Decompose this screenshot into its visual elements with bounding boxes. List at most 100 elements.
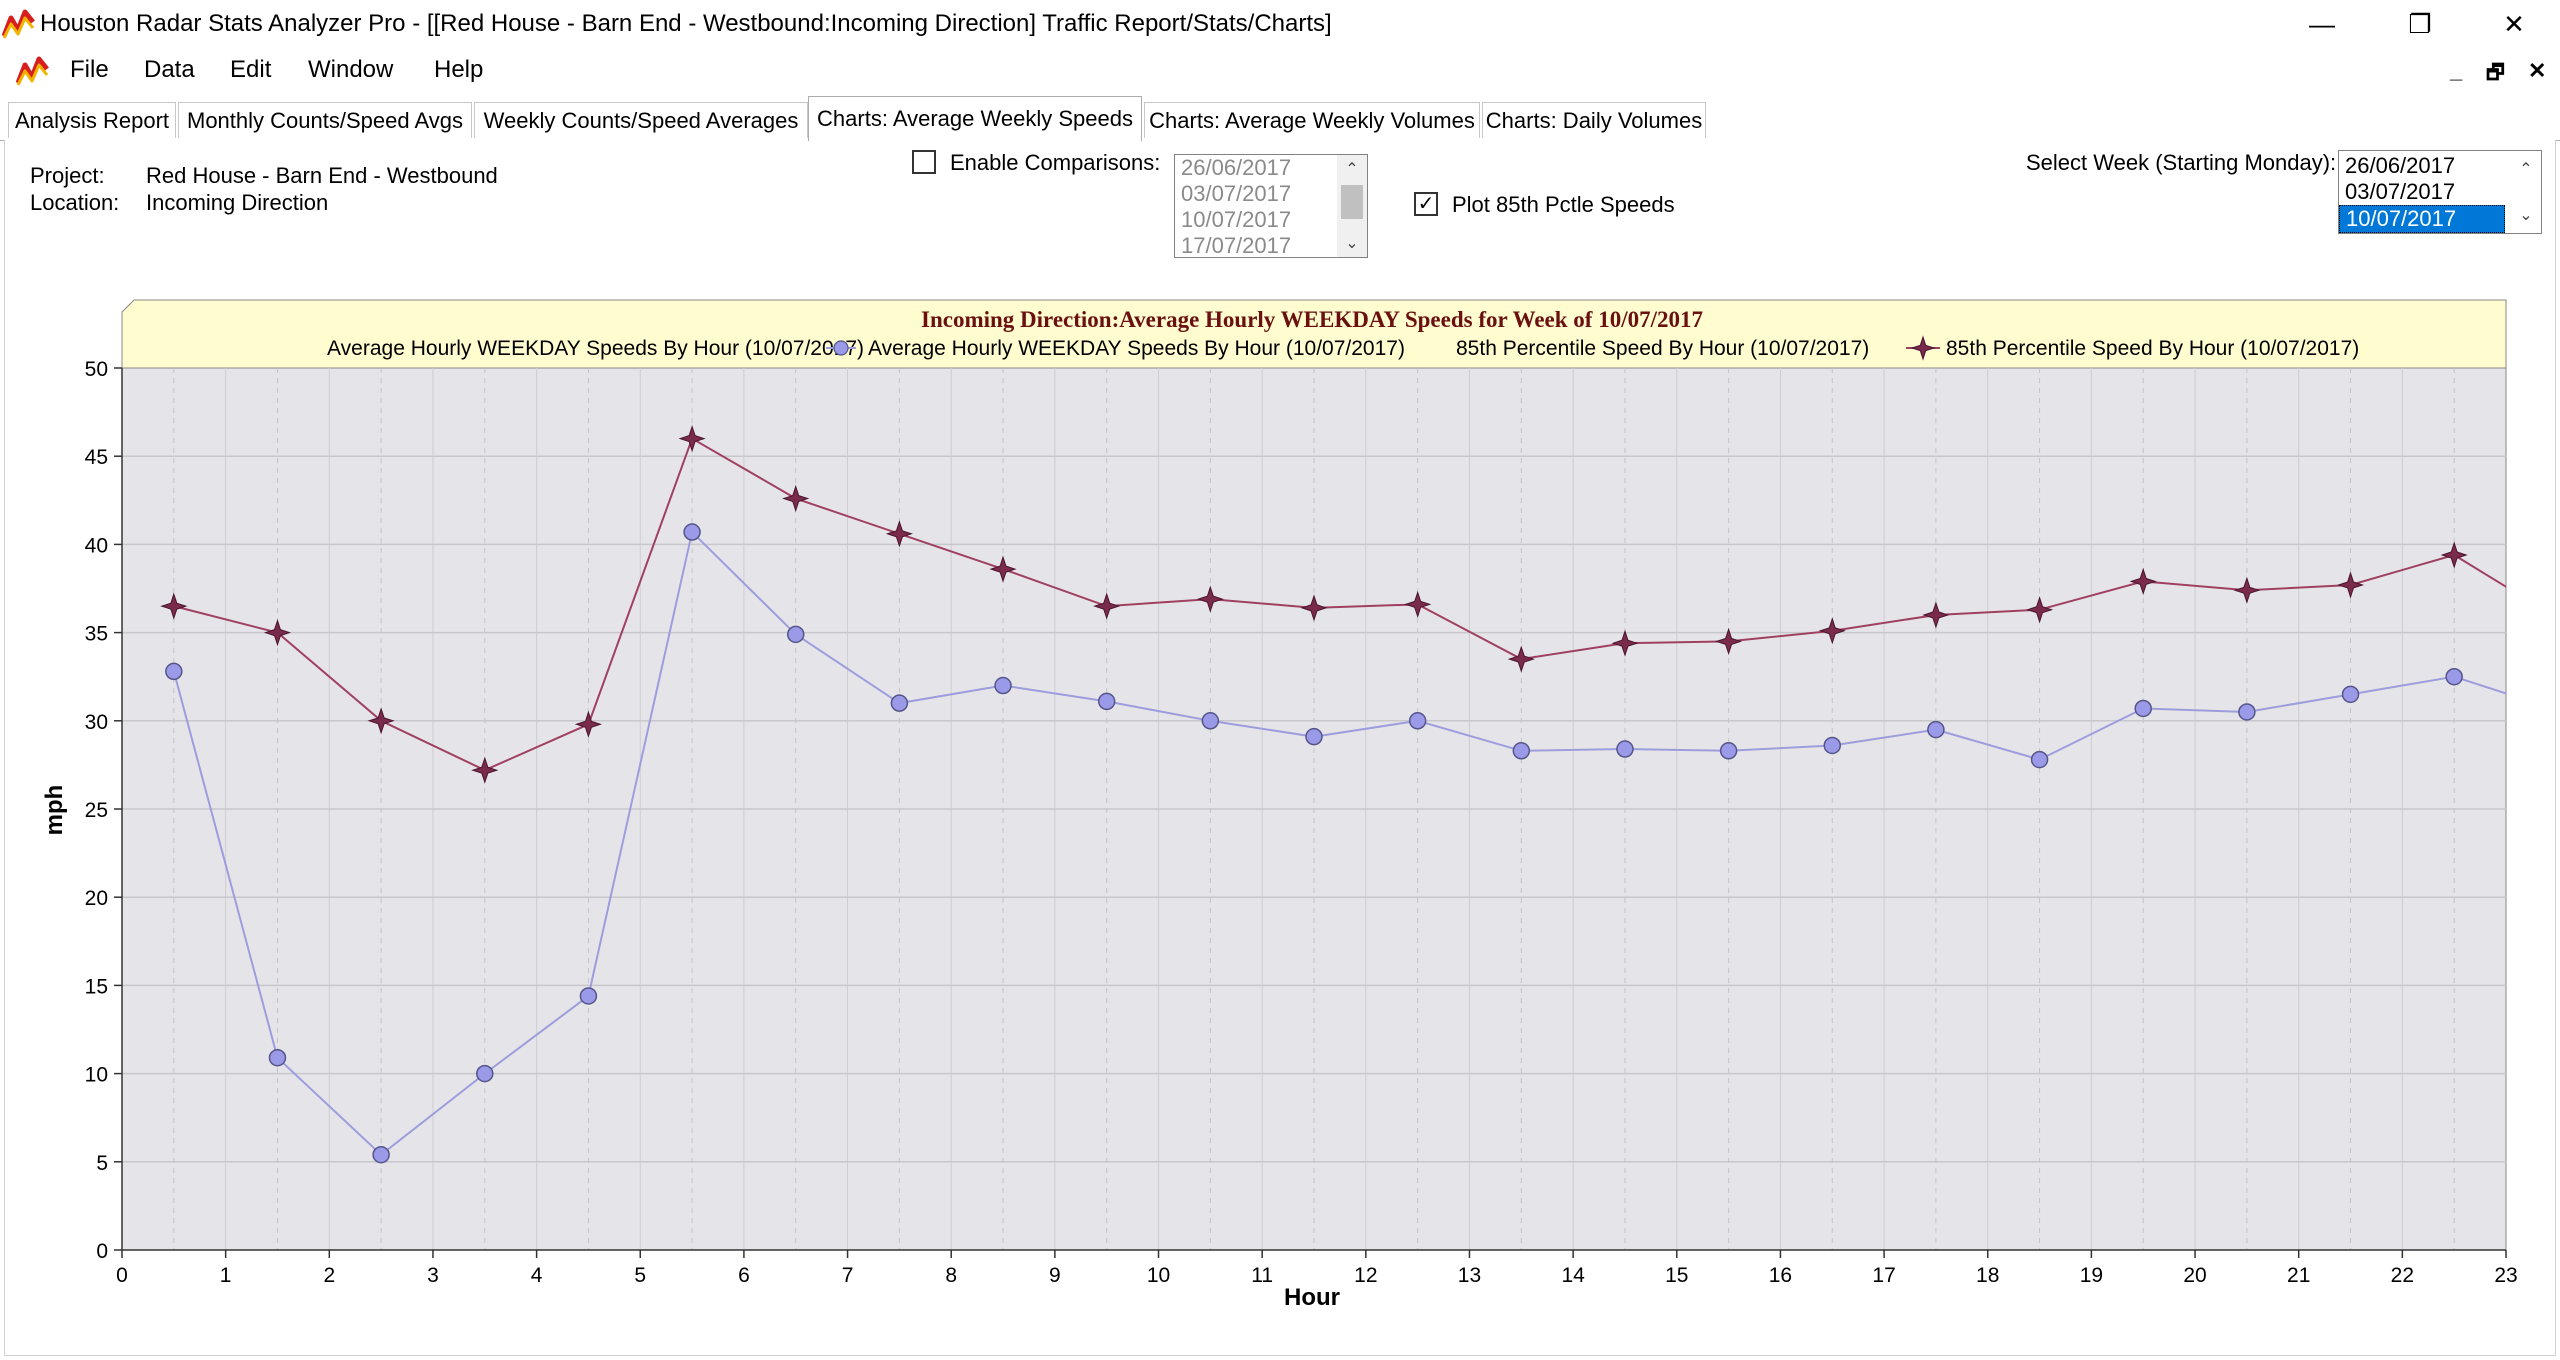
mdi-app-icon[interactable] <box>16 55 50 87</box>
y-tick-label: 40 <box>85 534 108 557</box>
avg-speed-point <box>2341 685 2360 704</box>
tab-analysis-report[interactable]: Analysis Report <box>8 102 176 138</box>
p85-speed-point <box>2025 596 2054 624</box>
y-tick-label: 35 <box>85 623 108 646</box>
legend-text: 85th Percentile Speed By Hour (10/07/201… <box>1456 337 1869 360</box>
plot-85th-checkbox[interactable]: ✓ <box>1414 192 1438 216</box>
scroll-up-icon[interactable]: ⌃ <box>2519 161 2533 178</box>
avg-speed-point <box>1408 712 1427 730</box>
chart-legend: Average Hourly WEEKDAY Speeds By Hour (1… <box>327 335 2359 361</box>
x-tick-label: 23 <box>2494 1264 2517 1287</box>
y-tick-label: 5 <box>96 1152 108 1175</box>
p85-speed-point <box>1404 590 1432 619</box>
minimize-button[interactable]: — <box>2276 0 2368 48</box>
legend-p85-marker <box>1910 335 1936 361</box>
x-axis-label: Hour <box>1284 1284 1340 1311</box>
y-tick-label: 0 <box>96 1240 108 1263</box>
x-tick-label: 8 <box>945 1264 957 1287</box>
location-value: Incoming Direction <box>146 190 329 215</box>
p85-speed-point <box>1196 585 1224 613</box>
x-tick-label: 18 <box>1976 1264 1999 1287</box>
x-tick-label: 19 <box>2080 1264 2103 1287</box>
title-bar: Houston Radar Stats Analyzer Pro - [[Red… <box>0 0 2560 50</box>
mdi-close-button[interactable]: ✕ <box>2528 58 2547 83</box>
legend-avg-marker <box>833 340 849 356</box>
comparison-week-item: 03/07/2017 <box>1181 181 1292 206</box>
comparison-week-item: 17/07/2017 <box>1181 233 1292 258</box>
chart-title: Incoming Direction:Average Hourly WEEKDA… <box>921 307 1703 332</box>
x-tick-label: 20 <box>2183 1264 2206 1287</box>
x-tick-label: 9 <box>1049 1264 1061 1287</box>
scroll-down-icon[interactable]: ⌄ <box>2519 207 2533 224</box>
menu-help[interactable]: Help <box>434 56 484 83</box>
avg-speed-line <box>172 530 2506 1157</box>
avg-speed-point <box>1719 742 1738 760</box>
scroll-thumb <box>1341 185 1363 219</box>
avg-speed-point <box>1305 727 1323 746</box>
p85-speed-point <box>1818 617 1846 645</box>
p85-speed-line <box>173 437 2506 772</box>
restore-button[interactable]: ❐ <box>2374 0 2466 48</box>
grid-lines <box>122 368 2506 1250</box>
p85-speed-point <box>471 756 499 784</box>
tab-average-weekly-volumes[interactable]: Charts: Average Weekly Volumes <box>1144 102 1480 138</box>
menu-window[interactable]: Window <box>308 56 394 83</box>
avg-speed-point <box>1512 742 1531 760</box>
scroll-down-icon: ⌄ <box>1345 235 1359 252</box>
restore-icon: ❐ <box>2408 8 2432 39</box>
p85-speed-point <box>263 618 292 647</box>
x-tick-label: 1 <box>220 1264 232 1287</box>
mdi-restore-button[interactable]: 🗗 <box>2486 62 2505 84</box>
tab-average-weekly-speeds[interactable]: Charts: Average Weekly Speeds <box>808 96 1142 141</box>
avg-speed-point <box>994 676 1012 695</box>
avg-speed-point <box>1823 736 1842 755</box>
minimize-icon: — <box>2309 8 2335 39</box>
y-tick-label: 20 <box>85 887 108 910</box>
series-layer <box>160 425 2506 1164</box>
enable-comparisons-checkbox[interactable] <box>912 150 936 174</box>
avg-speed-point <box>2238 703 2256 721</box>
menu-file[interactable]: File <box>70 56 109 83</box>
p85-speed-point <box>574 710 603 738</box>
y-tick-label: 10 <box>85 1064 108 1087</box>
menu-edit[interactable]: Edit <box>230 56 272 83</box>
week-scrollbar[interactable]: ⌃ ⌄ <box>2511 151 2541 233</box>
x-tick-label: 21 <box>2287 1264 2310 1287</box>
legend-text: Average Hourly WEEKDAY Speeds By Hour (1… <box>327 337 864 360</box>
tab-daily-volumes[interactable]: Charts: Daily Volumes <box>1482 102 1706 138</box>
avg-speed-point <box>683 523 701 541</box>
x-tick-label: 16 <box>1769 1264 1792 1287</box>
x-tick-label: 22 <box>2391 1264 2414 1287</box>
p85-speed-point <box>2336 571 2365 599</box>
p85-speed-point <box>2233 576 2261 604</box>
avg-speed-point <box>1201 712 1220 730</box>
close-button[interactable]: ✕ <box>2468 0 2560 48</box>
select-week-list[interactable]: 26/06/2017 03/07/2017 10/07/2017 ⌃ ⌄ <box>2338 150 2542 234</box>
x-tick-label: 5 <box>634 1264 646 1287</box>
project-label: Project: <box>30 163 105 188</box>
plot-85th-label: Plot 85th Pctle Speeds <box>1452 192 1675 217</box>
mdi-minimize-button[interactable]: _ <box>2450 58 2463 83</box>
project-value: Red House - Barn End - Westbound <box>146 163 498 188</box>
tab-monthly-counts[interactable]: Monthly Counts/Speed Avgs <box>178 102 472 138</box>
p85-speed-point <box>1093 592 1121 620</box>
x-tick-label: 11 <box>1251 1264 1273 1287</box>
avg-speed-point <box>1097 692 1116 711</box>
avg-speed-point <box>476 1064 494 1083</box>
week-option[interactable]: 03/07/2017 <box>2345 179 2456 204</box>
avg-speed-point <box>1927 720 1945 739</box>
avg-speed-point <box>579 987 598 1005</box>
week-option[interactable]: 26/06/2017 <box>2345 153 2456 178</box>
y-tick-label: 50 <box>85 358 108 381</box>
y-tick-label: 45 <box>85 446 108 469</box>
week-option-selected[interactable]: 10/07/2017 <box>2339 205 2505 233</box>
checkmark-icon: ✓ <box>1417 193 1435 215</box>
avg-speed-point <box>786 625 805 644</box>
chart-header-band <box>121 299 2507 369</box>
x-tick-label: 17 <box>1872 1264 1895 1287</box>
tab-weekly-counts[interactable]: Weekly Counts/Speed Averages <box>474 102 808 138</box>
x-tick-label: 15 <box>1665 1264 1688 1287</box>
menu-data[interactable]: Data <box>144 56 195 83</box>
